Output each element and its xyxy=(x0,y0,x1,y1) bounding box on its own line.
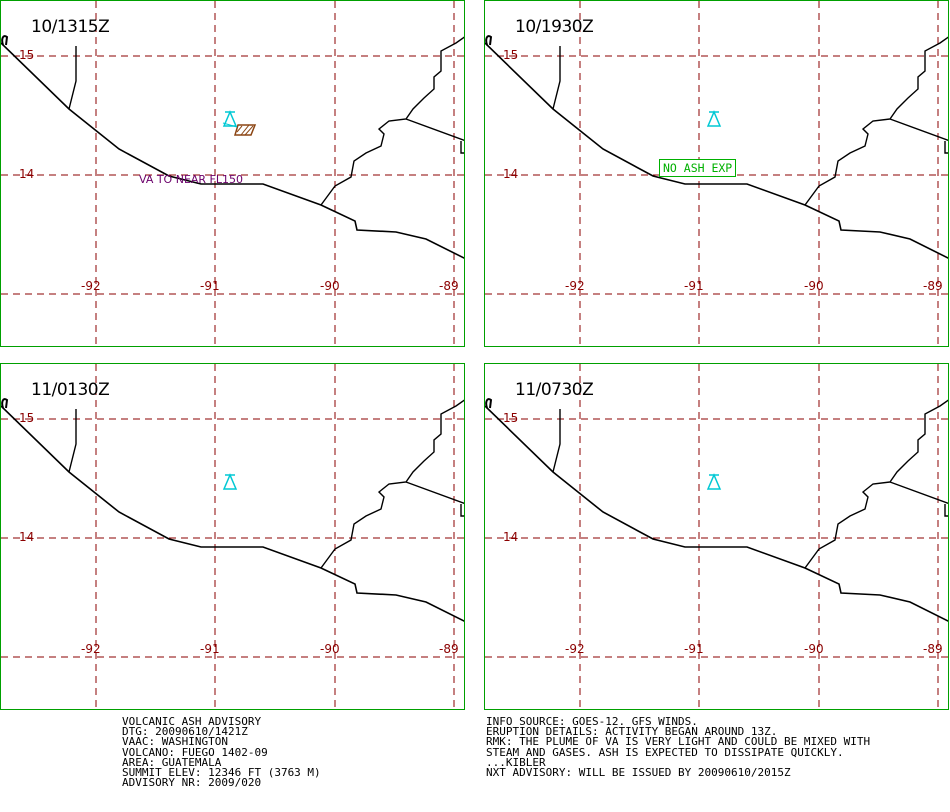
volcano-triangle-icon xyxy=(706,473,722,490)
latitude-label: 14 xyxy=(503,167,519,181)
longitude-label: -92 xyxy=(565,642,585,656)
map-canvas xyxy=(485,1,948,346)
latitude-label: 14 xyxy=(19,530,35,544)
longitude-label: -91 xyxy=(200,279,220,293)
map-canvas xyxy=(1,364,464,709)
advisory-line: VAAC: WASHINGTON xyxy=(122,735,228,749)
advisory-line: VOLCANO: FUEGO 1402-09 xyxy=(122,745,268,759)
longitude-label: -92 xyxy=(81,279,101,293)
ash-cloud-polygon-icon xyxy=(222,122,257,136)
longitude-label: -90 xyxy=(804,642,824,656)
border-line xyxy=(552,409,561,473)
map-panel-1: 10/1315Z VA TO NEAR FL150 -92 -91 -90 -89 15… xyxy=(0,0,465,347)
advisory-line: ...KIBLER xyxy=(486,755,546,769)
longitude-label: -90 xyxy=(320,642,340,656)
latitude-label: 15 xyxy=(503,411,519,425)
advisory-line: NXT ADVISORY: WILL BE ISSUED BY 20090610… xyxy=(486,766,791,780)
border-line xyxy=(804,36,948,206)
border-line xyxy=(944,504,948,517)
latitude-label: 15 xyxy=(19,411,35,425)
advisory-line: ADVISORY NR: 2009/020 xyxy=(122,776,262,790)
advisory-line: DTG: 20090610/1421Z xyxy=(122,725,248,739)
border-line xyxy=(889,481,948,505)
border-line xyxy=(320,399,464,569)
coast-detail xyxy=(485,398,493,409)
longitude-label: -91 xyxy=(684,642,704,656)
border-line xyxy=(460,141,464,154)
longitude-label: -89 xyxy=(923,279,943,293)
advisory-line: STEAM AND GASES. ASH IS EXPECTED TO DISS… xyxy=(486,745,844,759)
coast-detail xyxy=(1,35,9,46)
longitude-label: -89 xyxy=(439,279,459,293)
panel-timestamp: 11/0730Z xyxy=(515,380,594,400)
longitude-label: -92 xyxy=(565,279,585,293)
border-line xyxy=(405,118,464,142)
volcano-triangle-icon xyxy=(222,473,238,490)
panel-timestamp: 10/1930Z xyxy=(515,17,594,37)
coast-detail xyxy=(1,398,9,409)
advisory-line: SUMMIT ELEV: 12346 FT (3763 M) xyxy=(122,766,321,780)
latitude-label: 15 xyxy=(19,48,35,62)
border-line xyxy=(68,409,77,473)
border-line xyxy=(460,504,464,517)
map-panel-2: 10/1930Z NO ASH EXP -92 -91 -90 -89 15 14 xyxy=(484,0,949,347)
longitude-label: -90 xyxy=(320,279,340,293)
volcano-triangle-icon xyxy=(706,110,722,127)
longitude-label: -89 xyxy=(439,642,459,656)
latitude-label: 14 xyxy=(19,167,35,181)
longitude-label: -89 xyxy=(923,642,943,656)
map-canvas xyxy=(485,364,948,709)
longitude-label: -90 xyxy=(804,279,824,293)
advisory-line: RMK: THE PLUME OF VA IS VERY LIGHT AND C… xyxy=(486,735,871,749)
advisory-header-block: VOLCANIC ASH ADVISORY DTG: 20090610/1421Z… xyxy=(122,715,321,790)
latitude-label: 14 xyxy=(503,530,519,544)
border-line xyxy=(804,399,948,569)
advisory-line: VOLCANIC ASH ADVISORY xyxy=(122,715,262,728)
border-line xyxy=(889,118,948,142)
no-ash-note: NO ASH EXP xyxy=(659,159,737,177)
advisory-line: AREA: GUATEMALA xyxy=(122,755,222,769)
coastline xyxy=(1,405,464,622)
advisory-line: ERUPTION DETAILS: ACTIVITY BEGAN AROUND … xyxy=(486,725,778,739)
advisory-remarks-block: INFO SOURCE: GOES-12. GFS WINDS. ERUPTION… xyxy=(486,715,871,780)
border-line xyxy=(944,141,948,154)
panel-timestamp: 11/0130Z xyxy=(31,380,110,400)
latitude-label: 15 xyxy=(503,48,519,62)
longitude-label: -91 xyxy=(200,642,220,656)
border-line xyxy=(405,481,464,505)
volcano-triangle-icon xyxy=(222,110,238,127)
coast-detail xyxy=(485,35,493,46)
map-canvas xyxy=(1,1,464,346)
ash-height-note: VA TO NEAR FL150 xyxy=(139,173,244,186)
advisory-line: INFO SOURCE: GOES-12. GFS WINDS. xyxy=(486,715,698,728)
coastline xyxy=(485,42,948,259)
coastline xyxy=(485,405,948,622)
map-panel-4: 11/0730Z -92 -91 -90 -89 15 14 xyxy=(484,363,949,710)
coastline xyxy=(1,42,464,259)
border-line xyxy=(68,46,77,110)
longitude-label: -92 xyxy=(81,642,101,656)
map-panel-3: 11/0130Z -92 -91 -90 -89 15 14 xyxy=(0,363,465,710)
longitude-label: -91 xyxy=(684,279,704,293)
panel-timestamp: 10/1315Z xyxy=(31,17,110,37)
border-line xyxy=(320,36,464,206)
border-line xyxy=(552,46,561,110)
